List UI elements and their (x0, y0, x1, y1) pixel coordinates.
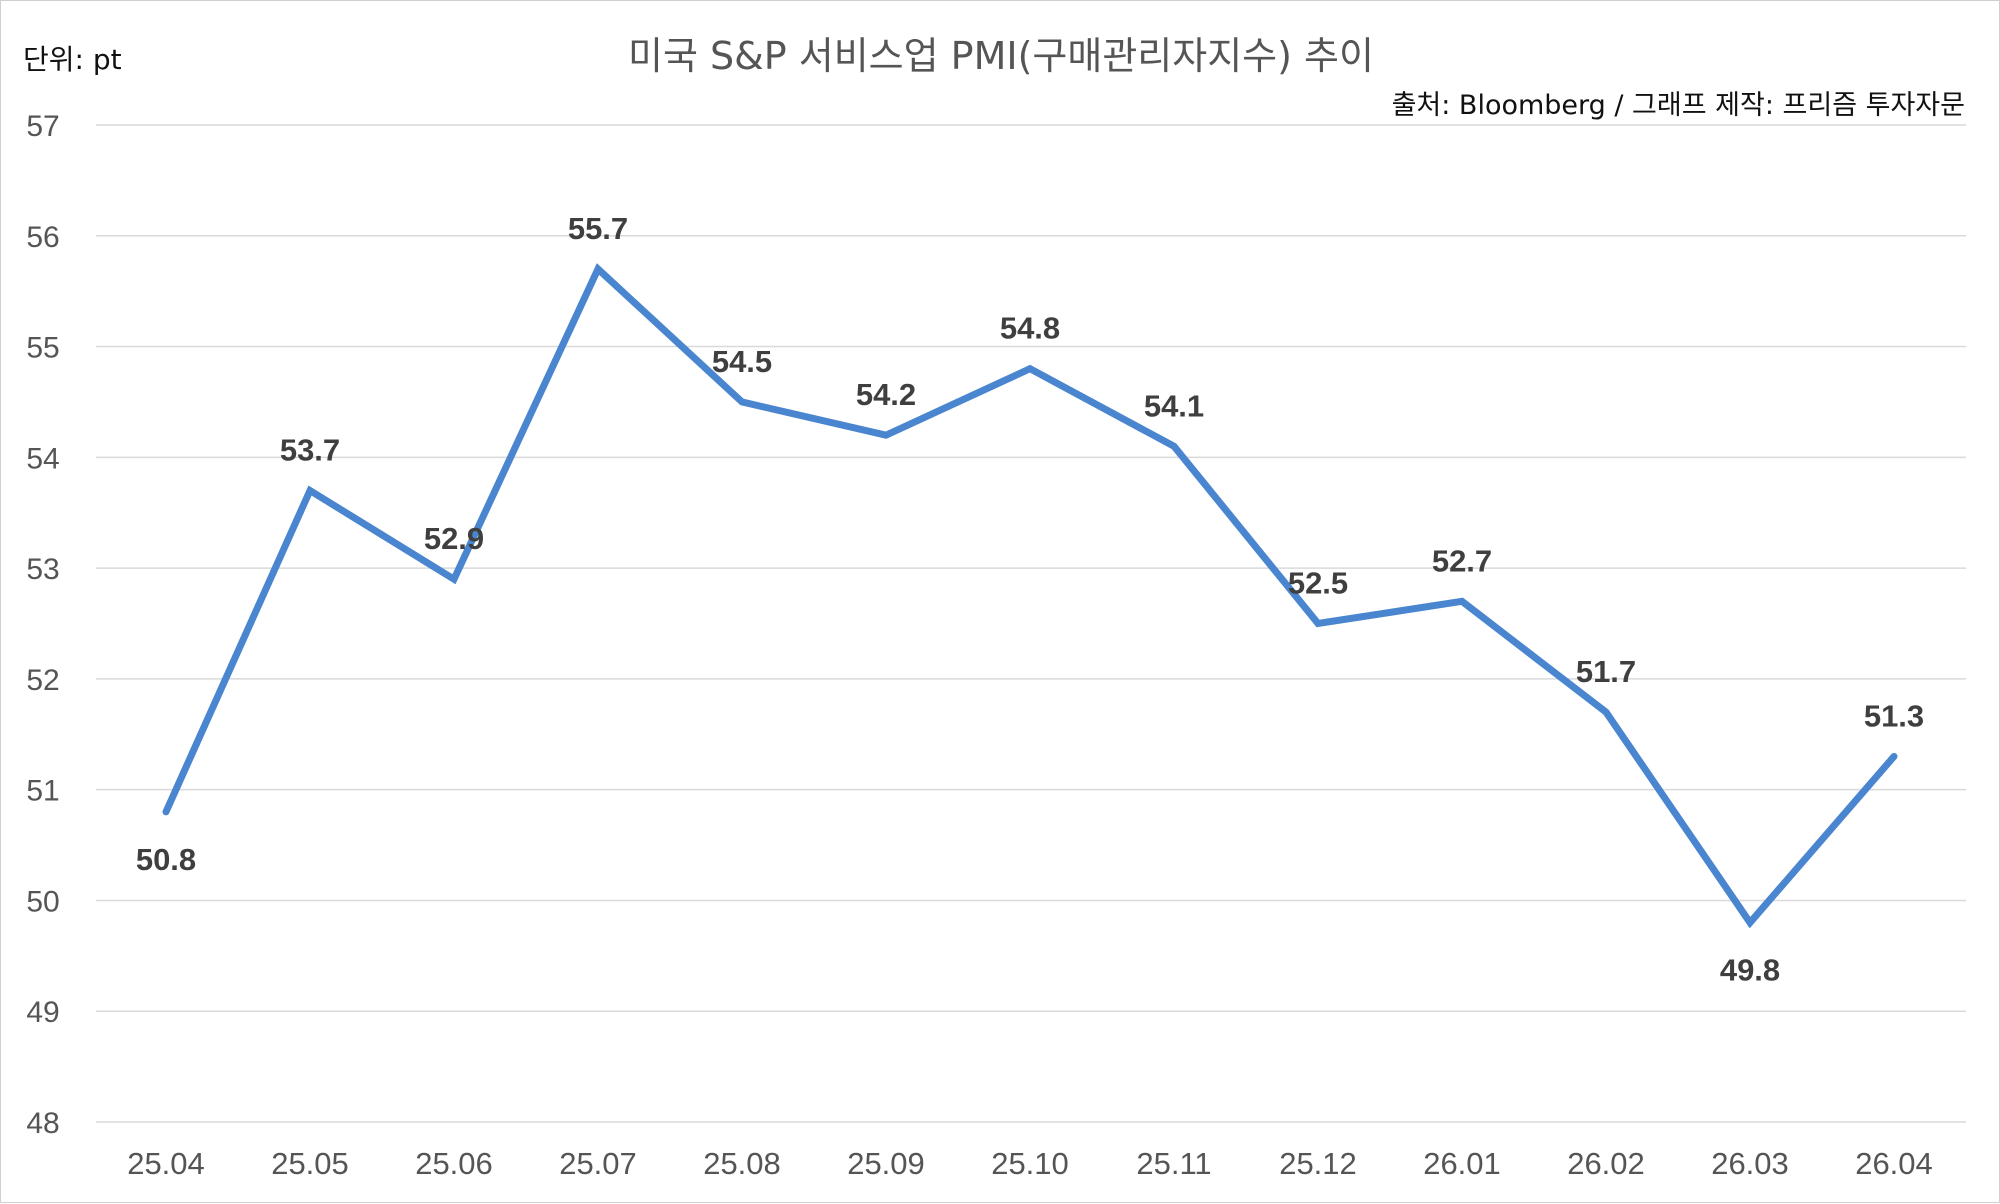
x-tick-label: 26.02 (1567, 1146, 1645, 1181)
y-tick-label: 54 (26, 442, 59, 475)
x-axis-ticks: 25.04 25.05 25.06 25.07 25.08 25.09 25.10 25.11… (127, 1146, 1933, 1181)
x-tick-label: 25.09 (847, 1146, 925, 1181)
data-label: 50.8 (136, 842, 196, 877)
data-label: 52.9 (424, 521, 484, 556)
x-tick-label: 25.07 (559, 1146, 637, 1181)
data-label: 52.7 (1432, 543, 1492, 578)
data-label: 54.8 (1000, 311, 1060, 346)
x-tick-label: 25.08 (703, 1146, 781, 1181)
y-tick-label: 55 (26, 332, 59, 365)
y-tick-label: 51 (26, 775, 59, 808)
y-tick-label: 50 (26, 885, 59, 918)
x-tick-label: 25.11 (1136, 1146, 1211, 1181)
y-tick-label: 53 (26, 553, 59, 586)
x-tick-label: 25.05 (271, 1146, 349, 1181)
x-tick-label: 26.03 (1711, 1146, 1789, 1181)
data-label: 53.7 (280, 433, 340, 468)
data-label: 54.5 (712, 344, 772, 379)
data-labels: 50.8 53.7 52.9 55.7 54.5 54.2 54.8 54.1 52.5 52.7… (136, 211, 1924, 988)
y-tick-label: 57 (26, 110, 59, 143)
y-tick-label: 56 (26, 221, 59, 254)
y-tick-label: 49 (26, 996, 59, 1029)
data-label: 54.2 (856, 377, 916, 412)
series-line-layer (162, 263, 1898, 929)
y-tick-label: 48 (26, 1107, 59, 1140)
series-line (162, 263, 1898, 929)
x-tick-label: 25.12 (1279, 1146, 1357, 1181)
x-tick-label: 26.01 (1423, 1146, 1501, 1181)
y-tick-label: 52 (26, 664, 59, 697)
data-label: 54.1 (1144, 388, 1204, 423)
data-label: 49.8 (1720, 953, 1780, 988)
x-tick-label: 25.06 (415, 1146, 493, 1181)
y-axis-ticks: 48 49 50 51 52 53 54 55 56 57 (26, 110, 59, 1140)
x-tick-label: 25.04 (127, 1146, 205, 1181)
data-label: 51.3 (1864, 698, 1924, 733)
data-label: 55.7 (568, 211, 628, 246)
data-label: 52.5 (1288, 566, 1348, 601)
chart-title: 미국 S&P 서비스업 PMI(구매관리자지수) 추이 (628, 34, 1374, 78)
x-tick-label: 25.10 (991, 1146, 1069, 1181)
source-label: 출처: Bloomberg / 그래프 제작: 프리즘 투자자문 (1392, 90, 1965, 121)
x-tick-label: 26.04 (1855, 1146, 1933, 1181)
unit-label: 단위: pt (23, 43, 122, 76)
gridlines (96, 124, 1966, 1123)
data-label: 51.7 (1576, 654, 1636, 689)
